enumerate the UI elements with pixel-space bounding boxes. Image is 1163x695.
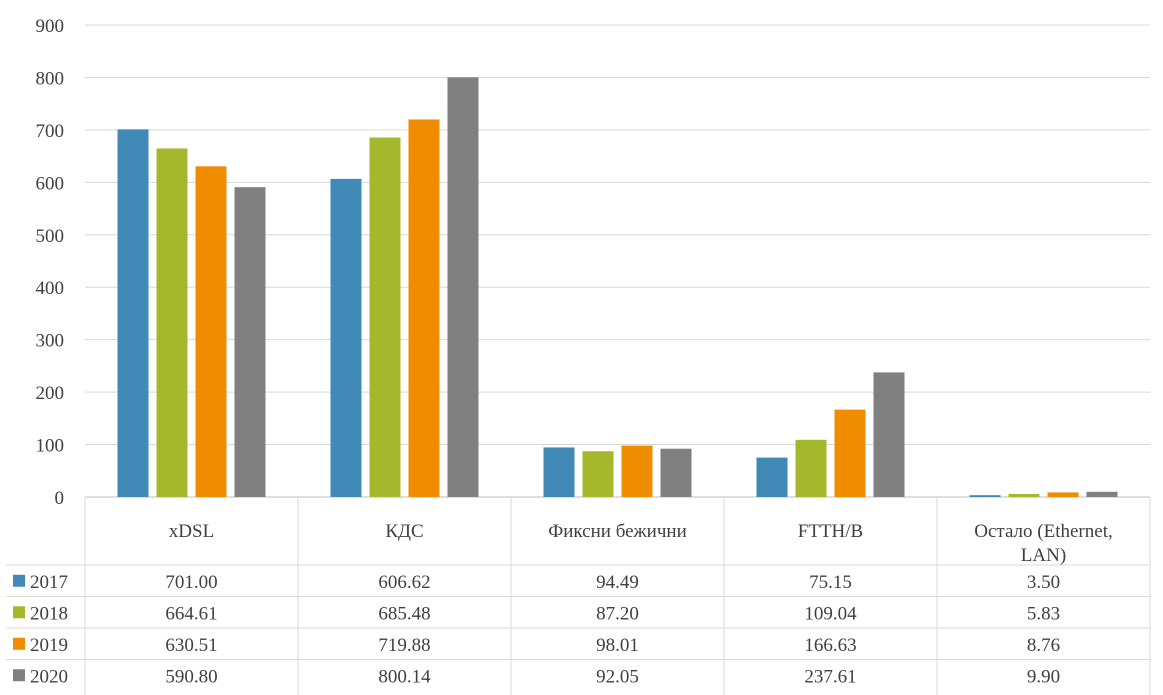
table-cell: 8.76: [1027, 635, 1060, 656]
table-cell: 719.88: [378, 635, 430, 656]
bar-2018-4: [1008, 493, 1040, 497]
category-label: FTTH/B: [798, 521, 863, 542]
bar-2017-2: [543, 447, 575, 497]
table-cell: 630.51: [165, 635, 217, 656]
legend-key-2019: [13, 637, 25, 650]
bar-2018-2: [582, 451, 614, 497]
table-cell: 800.14: [378, 666, 431, 687]
y-tick-label: 800: [36, 68, 65, 89]
bar-2018-1: [369, 137, 401, 497]
bar-2020-0: [234, 187, 266, 498]
y-tick-label: 200: [36, 383, 65, 404]
bar-2017-1: [330, 178, 362, 497]
table-cell: 237.61: [804, 666, 856, 687]
legend-label: 2017: [30, 572, 68, 593]
legend-label: 2019: [30, 635, 68, 656]
y-tick-label: 300: [36, 331, 65, 352]
y-tick-label: 600: [36, 173, 65, 194]
table-cell: 98.01: [596, 635, 639, 656]
bar-2019-1: [408, 119, 440, 497]
table-cell: 664.61: [165, 603, 217, 624]
table-cell: 75.15: [809, 572, 852, 593]
category-label: xDSL: [169, 521, 214, 542]
bar-2018-0: [156, 148, 188, 497]
table-cell: 3.50: [1027, 572, 1060, 593]
table-cell: 606.62: [378, 572, 430, 593]
legend-label: 2018: [30, 603, 68, 624]
bar-2020-3: [873, 372, 905, 497]
table-cell: 701.00: [165, 572, 217, 593]
y-tick-label: 500: [36, 226, 65, 247]
bar-2020-2: [660, 448, 692, 497]
legend-key-2017: [13, 574, 25, 587]
table-cell: 685.48: [378, 603, 430, 624]
table-cell: 94.49: [596, 572, 639, 593]
category-label: Фиксни бежични: [548, 521, 687, 542]
bar-2020-1: [447, 77, 479, 497]
table-cell: 87.20: [596, 603, 639, 624]
category-label: Остало (Ethernet,: [974, 521, 1112, 542]
bar-2020-4: [1086, 491, 1118, 497]
category-label: КДС: [385, 521, 423, 542]
bar-2019-4: [1047, 492, 1079, 497]
y-tick-label: 900: [36, 16, 65, 37]
legend-key-2018: [13, 606, 25, 619]
bar-2019-0: [195, 166, 227, 498]
legend-key-2020: [13, 669, 25, 682]
table-cell: 9.90: [1027, 666, 1060, 687]
bar-2018-3: [795, 439, 827, 497]
table-cell: 109.04: [804, 603, 857, 624]
bar-2019-2: [621, 445, 653, 497]
table-cell: 92.05: [596, 666, 639, 687]
legend-label: 2020: [30, 666, 68, 687]
bar-2017-0: [117, 129, 149, 497]
table-cell: 590.80: [165, 666, 217, 687]
bar-2019-3: [834, 409, 866, 497]
y-tick-label: 400: [36, 278, 65, 299]
bar-2017-4: [969, 495, 1001, 497]
y-tick-label: 100: [36, 436, 65, 457]
y-tick-label: 700: [36, 121, 65, 142]
category-label: LAN): [1021, 545, 1066, 566]
table-cell: 166.63: [804, 635, 856, 656]
bar-2017-3: [756, 457, 788, 497]
table-cell: 5.83: [1027, 603, 1060, 624]
y-tick-label: 0: [55, 488, 65, 509]
